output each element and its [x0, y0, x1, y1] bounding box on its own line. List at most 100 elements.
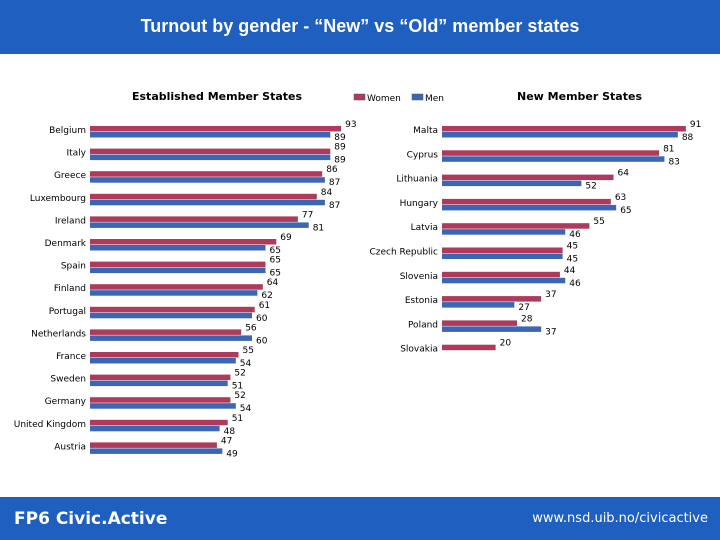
bar-women-slovenia: [442, 271, 560, 278]
bar-women-slovakia: [442, 344, 496, 351]
category-label-poland: Poland: [408, 320, 438, 330]
category-label-belgium: Belgium: [49, 126, 86, 136]
bar-women-austria: [90, 442, 217, 448]
value-men-portugal: 60: [256, 314, 268, 324]
category-label-finland: Finland: [54, 284, 86, 294]
slide-title: Turnout by gender - “New” vs “Old” membe…: [140, 16, 580, 36]
category-label-germany: Germany: [45, 397, 87, 407]
category-label-malta: Malta: [413, 126, 438, 136]
value-women-italy: 89: [334, 143, 346, 153]
category-label-ireland: Ireland: [55, 216, 86, 226]
bar-women-hungary: [442, 198, 611, 205]
category-label-latvia: Latvia: [411, 223, 438, 233]
bar-men-finland: [90, 290, 258, 296]
bar-women-luxembourg: [90, 193, 317, 200]
value-women-latvia: 55: [593, 217, 604, 227]
category-label-netherlands: Netherlands: [31, 329, 86, 339]
bar-men-austria: [90, 448, 223, 454]
value-men-cyprus: 83: [668, 157, 679, 167]
bar-men-spain: [90, 267, 266, 274]
bar-women-estonia: [442, 296, 542, 302]
bar-men-italy: [90, 154, 331, 161]
bar-men-cyprus: [442, 156, 665, 162]
bar-men-united-kingdom: [90, 425, 220, 432]
category-label-hungary: Hungary: [400, 199, 439, 209]
bar-women-france: [90, 352, 239, 358]
value-men-poland: 37: [545, 327, 556, 337]
value-women-estonia: 37: [545, 290, 556, 300]
panel-title: New Member States: [517, 90, 642, 103]
value-men-austria: 49: [226, 449, 238, 459]
title-banner: Turnout by gender - “New” vs “Old” membe…: [0, 0, 720, 54]
legend-label-women: Women: [367, 94, 401, 104]
bar-women-cyprus: [442, 150, 660, 156]
value-women-poland: 28: [521, 314, 533, 324]
value-women-germany: 52: [234, 391, 245, 401]
value-women-luxembourg: 84: [321, 188, 333, 198]
bar-men-ireland: [90, 222, 309, 228]
value-men-netherlands: 60: [256, 336, 268, 346]
value-women-spain: 65: [270, 256, 281, 266]
bar-women-latvia: [442, 223, 590, 229]
value-men-malta: 88: [682, 133, 694, 143]
value-women-austria: 47: [221, 436, 232, 446]
value-women-finland: 64: [267, 278, 279, 288]
category-label-cyprus: Cyprus: [407, 150, 439, 160]
category-label-denmark: Denmark: [45, 239, 87, 249]
bar-women-united-kingdom: [90, 419, 228, 426]
value-men-italy: 89: [334, 156, 346, 166]
category-label-portugal: Portugal: [49, 307, 86, 317]
bar-women-poland: [442, 320, 518, 326]
value-women-portugal: 61: [259, 301, 270, 311]
bar-men-luxembourg: [90, 199, 325, 206]
value-women-lithuania: 64: [618, 169, 630, 179]
value-women-netherlands: 56: [245, 323, 257, 333]
bar-men-czech-republic: [442, 253, 563, 259]
bar-women-sweden: [90, 374, 231, 381]
new-member-states-panel: New Member States Malta 91 88 Cyprus 81 83 Lith…: [369, 90, 701, 355]
category-label-luxembourg: Luxembourg: [30, 194, 86, 204]
bar-women-portugal: [90, 306, 255, 313]
value-men-spain: 65: [270, 269, 281, 279]
category-label-france: France: [56, 352, 86, 362]
bar-men-lithuania: [442, 180, 582, 187]
category-label-united-kingdom: United Kingdom: [14, 420, 86, 430]
category-label-italy: Italy: [66, 149, 86, 159]
value-women-cyprus: 81: [663, 144, 674, 154]
value-men-lithuania: 52: [585, 182, 596, 192]
category-label-spain: Spain: [61, 262, 86, 272]
project-name: FP6 Civic.Active: [14, 509, 168, 529]
category-label-slovenia: Slovenia: [400, 272, 438, 282]
bar-women-netherlands: [90, 329, 242, 335]
turnout-chart: Women Men Established Member States Belgiu…: [14, 90, 702, 459]
bar-women-ireland: [90, 216, 298, 222]
value-women-hungary: 63: [615, 193, 626, 203]
category-label-czech-republic: Czech Republic: [369, 248, 438, 258]
category-label-slovakia: Slovakia: [400, 345, 438, 355]
bar-men-malta: [442, 132, 678, 138]
value-women-sweden: 52: [234, 369, 245, 379]
established-member-states-panel: Established Member States Belgium 93 89 Ital…: [14, 90, 357, 459]
value-men-luxembourg: 87: [329, 201, 340, 211]
bar-men-slovenia: [442, 277, 566, 284]
value-women-slovenia: 44: [564, 266, 576, 276]
category-label-lithuania: Lithuania: [396, 175, 438, 185]
category-label-greece: Greece: [54, 171, 86, 181]
bar-men-poland: [442, 326, 542, 332]
value-women-malta: 91: [690, 120, 701, 130]
legend-swatch-women: [353, 93, 366, 101]
bar-women-finland: [90, 284, 263, 290]
bar-men-denmark: [90, 245, 266, 251]
bar-men-belgium: [90, 132, 331, 138]
value-men-slovenia: 46: [569, 279, 581, 289]
value-men-ireland: 81: [313, 223, 324, 233]
bar-women-germany: [90, 397, 231, 403]
bar-men-greece: [90, 177, 325, 183]
bar-men-estonia: [442, 302, 515, 308]
category-label-austria: Austria: [54, 442, 86, 452]
category-label-sweden: Sweden: [50, 375, 86, 385]
value-men-denmark: 65: [270, 246, 281, 256]
bar-men-france: [90, 358, 236, 364]
website-url: www.nsd.uib.no/civicactive: [532, 511, 708, 526]
bar-women-italy: [90, 148, 331, 155]
